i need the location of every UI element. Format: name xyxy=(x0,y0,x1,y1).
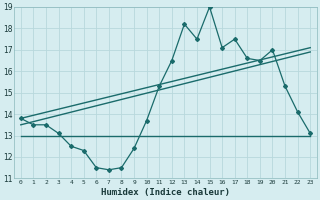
X-axis label: Humidex (Indice chaleur): Humidex (Indice chaleur) xyxy=(101,188,230,197)
